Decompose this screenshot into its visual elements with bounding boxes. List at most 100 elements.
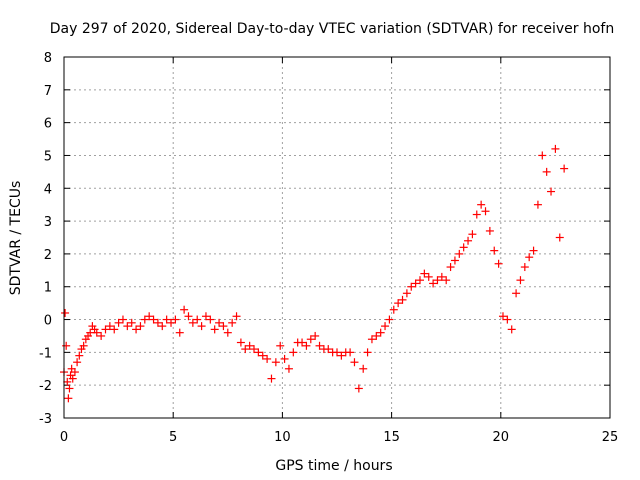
data-point <box>79 341 88 350</box>
data-point <box>507 325 516 334</box>
x-tick-label: 25 <box>602 430 619 445</box>
data-point <box>551 144 560 153</box>
y-tick-label: 0 <box>44 314 52 329</box>
data-point <box>464 236 473 245</box>
data-point <box>450 256 459 265</box>
data-point <box>62 341 71 350</box>
data-point <box>132 325 141 334</box>
data-point <box>63 377 72 386</box>
data-point <box>149 315 158 324</box>
data-point <box>481 207 490 216</box>
data-point <box>215 318 224 327</box>
data-point <box>455 249 464 258</box>
data-point <box>560 164 569 173</box>
data-point <box>446 263 455 272</box>
data-point <box>516 276 525 285</box>
data-point <box>315 341 324 350</box>
data-point <box>503 315 512 324</box>
data-point <box>127 318 136 327</box>
data-point <box>280 354 289 363</box>
y-tick-label: 3 <box>44 215 52 230</box>
data-point <box>468 230 477 239</box>
data-point <box>529 246 538 255</box>
data-point <box>411 279 420 288</box>
tick-labels: 0 5 10 15 20 25 -3 -2 -1 0 1 2 3 4 5 6 7 8 <box>39 51 618 445</box>
data-point <box>97 331 106 340</box>
data-point <box>210 325 219 334</box>
data-point <box>123 322 132 331</box>
data-point <box>459 243 468 252</box>
data-point <box>337 351 346 360</box>
data-point <box>354 384 363 393</box>
grid <box>64 57 610 418</box>
data-point <box>223 328 232 337</box>
data-point <box>271 358 280 367</box>
data-point <box>219 322 228 331</box>
data-point <box>415 276 424 285</box>
data-point <box>424 272 433 281</box>
data-point <box>472 210 481 219</box>
data-point <box>70 368 79 377</box>
data-point <box>167 318 176 327</box>
data-point <box>68 374 77 383</box>
data-series <box>60 144 569 403</box>
data-point <box>555 233 564 242</box>
data-point <box>485 226 494 235</box>
data-point <box>267 374 276 383</box>
data-point <box>284 364 293 373</box>
data-point <box>188 318 197 327</box>
data-point <box>162 315 171 324</box>
data-point <box>385 315 394 324</box>
chart-title: Day 297 of 2020, Sidereal Day-to-day VTE… <box>50 21 614 37</box>
data-point <box>197 322 206 331</box>
data-point <box>302 341 311 350</box>
data-point <box>477 200 486 209</box>
x-tick-label: 20 <box>493 430 510 445</box>
data-point <box>420 269 429 278</box>
data-point <box>442 276 451 285</box>
data-point <box>75 351 84 360</box>
data-point <box>263 354 272 363</box>
data-point <box>533 200 542 209</box>
data-point <box>429 279 438 288</box>
data-point <box>254 348 263 357</box>
data-point <box>525 253 534 262</box>
data-point <box>350 358 359 367</box>
data-point <box>402 289 411 298</box>
data-point <box>67 364 76 373</box>
data-point <box>542 167 551 176</box>
data-point <box>367 335 376 344</box>
data-point <box>346 348 355 357</box>
data-point <box>184 312 193 321</box>
data-point <box>398 295 407 304</box>
data-point <box>206 315 215 324</box>
x-tick-label: 15 <box>383 430 400 445</box>
data-point <box>433 276 442 285</box>
y-axis-label: SDTVAR / TECUs <box>8 181 24 296</box>
data-point <box>232 312 241 321</box>
data-point <box>64 394 73 403</box>
data-point <box>105 322 114 331</box>
data-point <box>61 308 70 317</box>
y-tick-label: -2 <box>39 379 52 394</box>
data-point <box>494 259 503 268</box>
data-point <box>389 305 398 314</box>
data-point <box>158 322 167 331</box>
data-point <box>73 358 82 367</box>
data-point <box>193 315 202 324</box>
y-tick-label: 1 <box>44 281 52 296</box>
data-point <box>241 345 250 354</box>
data-point <box>512 289 521 298</box>
data-point <box>547 187 556 196</box>
data-point <box>92 328 101 337</box>
data-point <box>381 322 390 331</box>
data-point <box>276 341 285 350</box>
y-tick-label: 4 <box>44 182 52 197</box>
data-point <box>359 364 368 373</box>
data-point <box>245 341 254 350</box>
data-point <box>498 312 507 321</box>
data-point <box>136 322 145 331</box>
data-point <box>236 338 245 347</box>
data-point <box>520 263 529 272</box>
